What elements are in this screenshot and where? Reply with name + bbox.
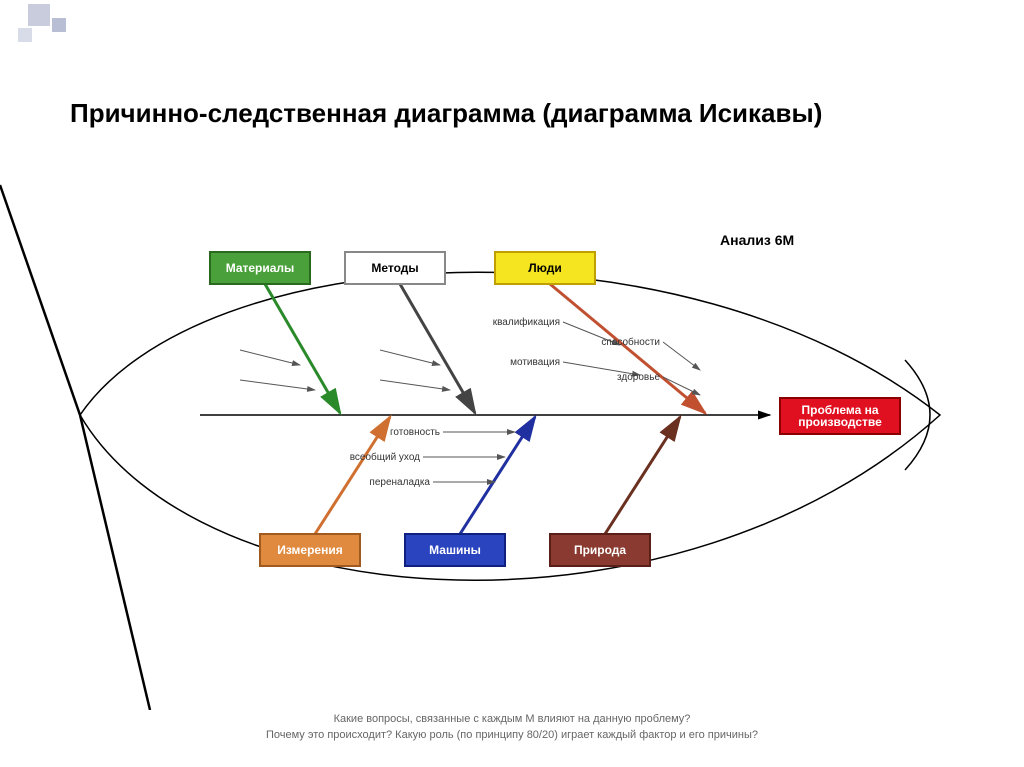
category-Материалы: Материалы xyxy=(210,252,310,284)
problem-box: Проблема напроизводстве xyxy=(780,398,900,434)
footer-line-1: Какие вопросы, связанные с каждым М влия… xyxy=(0,712,1024,727)
svg-text:Измерения: Измерения xyxy=(277,543,342,557)
category-Машины: Машины xyxy=(405,534,505,566)
subcause-переналадка: переналадка xyxy=(369,477,430,488)
subcause-здоровье: здоровье xyxy=(617,372,660,383)
subcause-всеобщий уход: всеобщий уход xyxy=(350,451,420,463)
ishikawa-diagram: Анализ 6М Материалы Методы Люди Измерения Маш… xyxy=(0,150,1024,710)
svg-text:Природа: Природа xyxy=(574,543,626,557)
subcause-мотивация: мотивация xyxy=(510,357,560,368)
svg-text:Люди: Люди xyxy=(528,261,562,275)
footer-line-2: Почему это происходит? Какую роль (по пр… xyxy=(0,728,1024,743)
subcause-способности: способности xyxy=(601,336,660,348)
category-Методы: Методы xyxy=(345,252,445,284)
svg-text:Проблема напроизводстве: Проблема напроизводстве xyxy=(798,403,882,429)
subcause-готовность: готовность xyxy=(390,427,440,438)
category-Природа: Природа xyxy=(550,534,650,566)
footer-questions: Какие вопросы, связанные с каждым М влия… xyxy=(0,712,1024,743)
decorative-squares xyxy=(0,0,80,60)
category-Люди: Люди xyxy=(495,252,595,284)
svg-text:Анализ 6М: Анализ 6М xyxy=(720,232,794,248)
subcause-квалификация: квалификация xyxy=(493,316,560,328)
page-title: Причинно-следственная диаграмма (диаграм… xyxy=(70,97,950,130)
svg-text:Машины: Машины xyxy=(429,543,481,557)
svg-text:Материалы: Материалы xyxy=(226,261,295,275)
svg-text:Методы: Методы xyxy=(371,261,418,275)
category-Измерения: Измерения xyxy=(260,534,360,566)
